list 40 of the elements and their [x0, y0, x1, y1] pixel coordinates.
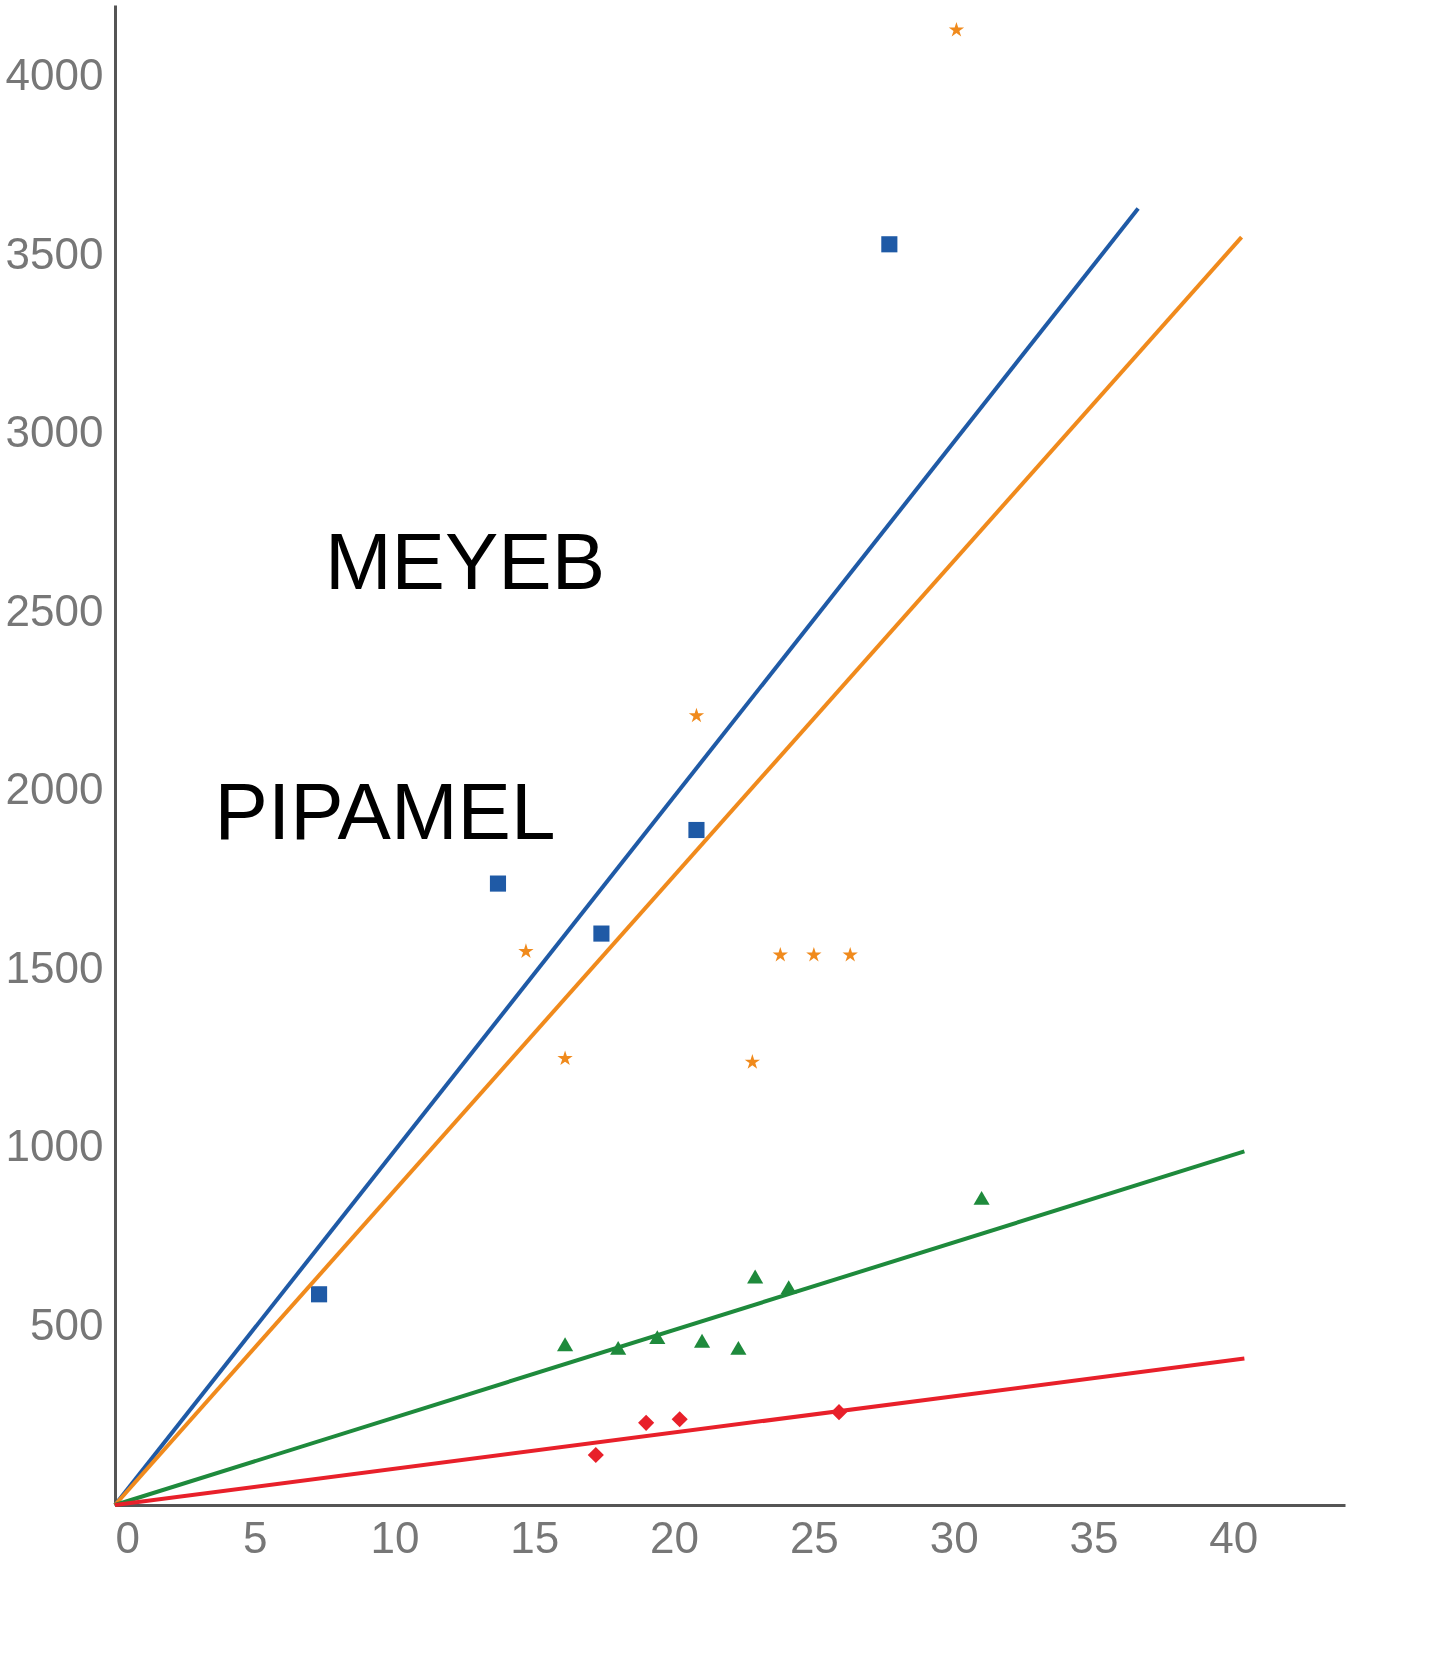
y-tick-label: 2000	[5, 764, 104, 814]
point	[744, 1054, 761, 1069]
x-tick-label: 15	[510, 1512, 560, 1562]
point	[842, 946, 858, 962]
y-tick-label: 3000	[5, 407, 104, 457]
point	[688, 821, 705, 839]
point	[747, 1269, 764, 1284]
point	[638, 1414, 655, 1431]
x-tick-label: 20	[650, 1512, 700, 1562]
y-tick-label: 4000	[5, 49, 104, 99]
point	[881, 236, 898, 253]
point	[973, 1190, 990, 1205]
x-tick-label: 25	[789, 1512, 839, 1562]
y-tick-label: 2500	[5, 585, 104, 635]
point	[557, 1337, 574, 1352]
point	[311, 1286, 328, 1303]
x-tick-label: 5	[243, 1512, 268, 1562]
point	[693, 1333, 711, 1348]
point	[806, 946, 822, 962]
point	[772, 946, 788, 962]
y-tick-label: 1000	[5, 1121, 104, 1171]
point	[587, 1446, 604, 1464]
point	[489, 875, 507, 892]
point	[593, 925, 610, 942]
point	[688, 707, 705, 723]
x-tick-label: 30	[929, 1512, 979, 1562]
point	[518, 943, 534, 958]
y-tick-label: 3500	[5, 228, 104, 278]
x-tick-label: 35	[1069, 1512, 1119, 1562]
y-tick-label: 500	[30, 1299, 104, 1349]
point	[671, 1411, 688, 1428]
x-tick-label: 0	[115, 1512, 140, 1562]
point	[557, 1050, 573, 1066]
annotation: PIPAMEL	[214, 767, 556, 856]
point	[948, 21, 965, 37]
annotation: MEYEB	[324, 517, 606, 606]
point	[730, 1340, 747, 1355]
y-tick-label: 1500	[5, 942, 104, 992]
x-tick-label: 40	[1209, 1512, 1259, 1562]
x-tick-label: 10	[370, 1512, 420, 1562]
